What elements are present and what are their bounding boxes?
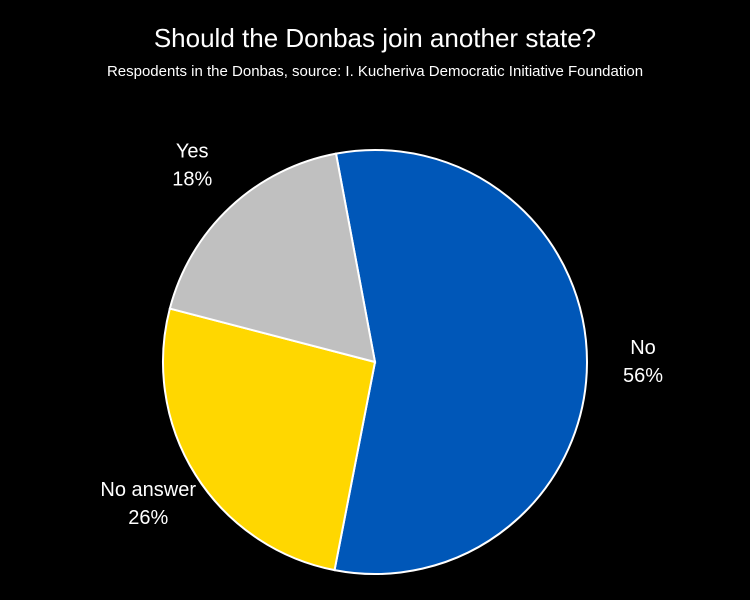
chart-subtitle: Respodents in the Donbas, source: I. Kuc…	[107, 63, 643, 80]
chart-title: Should the Donbas join another state?	[154, 23, 596, 53]
slice-label: Yes	[176, 140, 209, 162]
slice-value-label: 56%	[623, 365, 663, 387]
slice-value-label: 18%	[172, 168, 212, 190]
pie-slice	[168, 152, 377, 364]
slice-label: No answer	[100, 479, 196, 501]
slice-value-label: 26%	[128, 507, 168, 529]
pie-slice	[162, 307, 377, 572]
pie-slice	[333, 149, 588, 575]
slice-label: No	[630, 337, 656, 359]
